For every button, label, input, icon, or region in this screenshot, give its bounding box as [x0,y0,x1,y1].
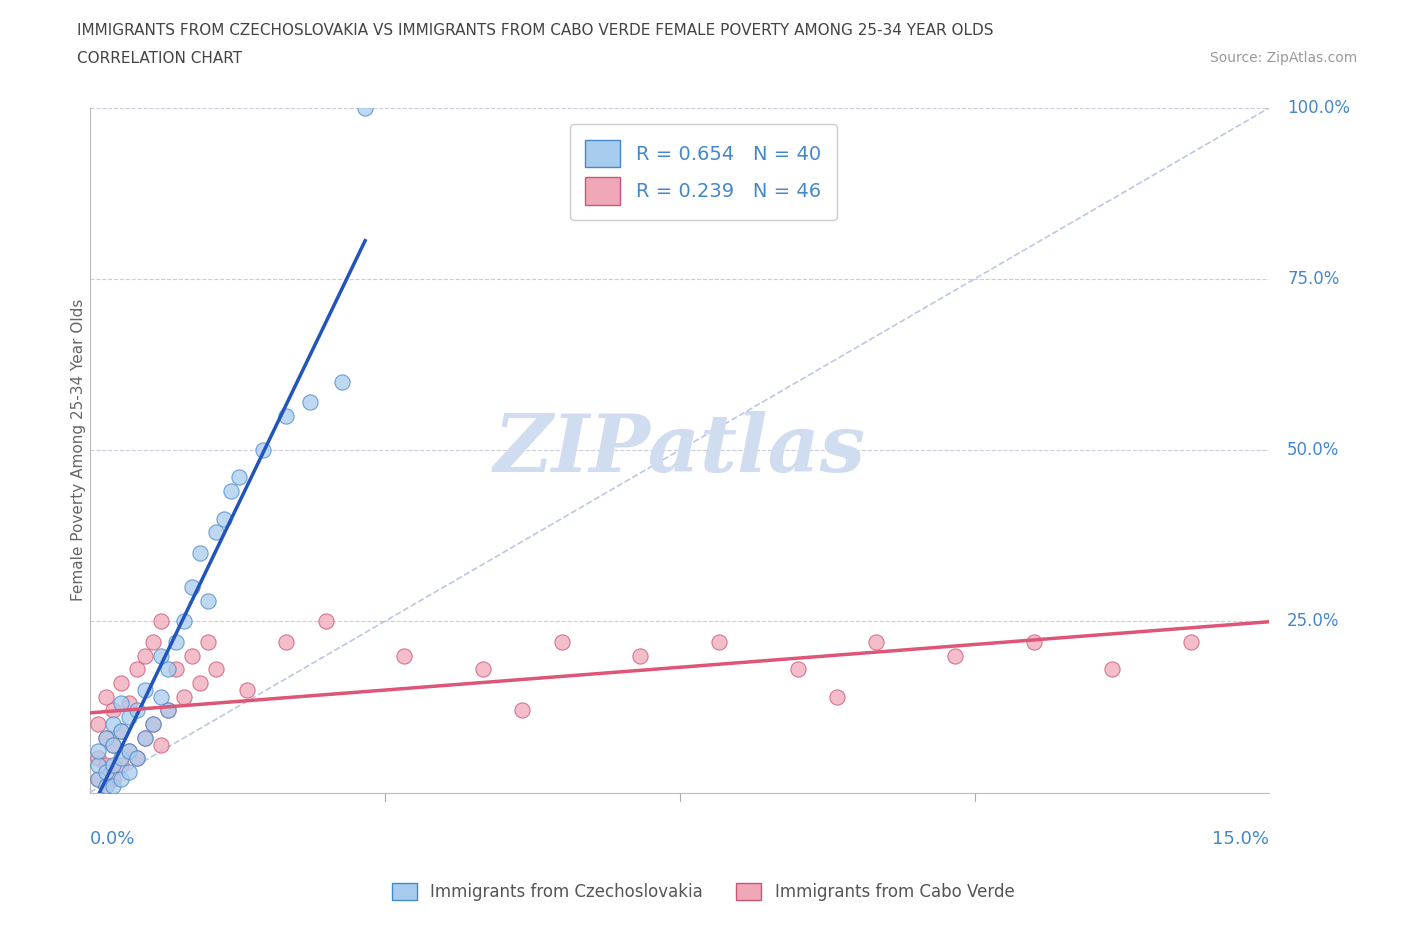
Point [86,758,108,773]
Point [125,662,148,677]
Point [707,634,730,649]
Point [330,374,353,389]
Point [118,710,141,724]
Point [165,662,187,677]
Point [118,764,141,779]
Point [252,443,274,458]
Point [134,683,156,698]
Point [86,771,108,786]
Legend: Immigrants from Czechoslovakia, Immigrants from Cabo Verde: Immigrants from Czechoslovakia, Immigran… [385,876,1021,908]
Point [118,744,141,759]
Point [204,662,226,677]
Point [228,470,250,485]
Text: 25.0%: 25.0% [1286,612,1340,631]
Point [236,683,259,698]
Point [472,662,495,677]
Text: 0.0%: 0.0% [90,830,135,848]
Point [94,778,117,793]
Text: IMMIGRANTS FROM CZECHOSLOVAKIA VS IMMIGRANTS FROM CABO VERDE FEMALE POVERTY AMON: IMMIGRANTS FROM CZECHOSLOVAKIA VS IMMIGR… [77,23,994,38]
Point [197,593,219,608]
Point [125,751,148,765]
Point [103,758,125,773]
Point [94,764,117,779]
Point [149,614,172,629]
Point [786,662,808,677]
Point [149,648,172,663]
Text: CORRELATION CHART: CORRELATION CHART [77,51,242,66]
Point [142,717,165,732]
Point [110,696,132,711]
Point [188,545,211,560]
Point [149,737,172,752]
Point [134,730,156,745]
Point [94,778,117,793]
Point [865,634,887,649]
Point [94,730,117,745]
Point [181,579,204,594]
Point [157,662,180,677]
Point [103,717,125,732]
Point [125,703,148,718]
Point [86,751,108,765]
Point [103,737,125,752]
Point [149,689,172,704]
Point [103,778,125,793]
Point [125,751,148,765]
Point [221,484,243,498]
Point [134,648,156,663]
Point [110,724,132,738]
Point [825,689,848,704]
Point [1022,634,1045,649]
Point [551,634,574,649]
Point [204,525,226,539]
Point [94,758,117,773]
Point [1101,662,1123,677]
Point [118,744,141,759]
Text: 75.0%: 75.0% [1286,270,1340,288]
Point [157,703,180,718]
Point [94,689,117,704]
Point [118,696,141,711]
Point [173,614,195,629]
Point [165,634,187,649]
Point [94,730,117,745]
Point [110,771,132,786]
Point [86,744,108,759]
Point [110,675,132,690]
Point [173,689,195,704]
Point [157,703,180,718]
Point [142,634,165,649]
Text: ZIPatlas: ZIPatlas [494,411,866,489]
Point [134,730,156,745]
Point [103,737,125,752]
Point [197,634,219,649]
Point [86,771,108,786]
Point [628,648,651,663]
Point [276,634,298,649]
Y-axis label: Female Poverty Among 25-34 Year Olds: Female Poverty Among 25-34 Year Olds [72,299,86,602]
Point [142,717,165,732]
Point [181,648,204,663]
Point [394,648,416,663]
Point [110,751,132,765]
Text: 100.0%: 100.0% [1286,99,1350,116]
Text: Source: ZipAtlas.com: Source: ZipAtlas.com [1209,51,1357,65]
Point [86,717,108,732]
Legend: R = 0.654   N = 40, R = 0.239   N = 46: R = 0.654 N = 40, R = 0.239 N = 46 [569,125,837,220]
Point [354,100,377,115]
Point [103,703,125,718]
Point [276,408,298,423]
Point [943,648,966,663]
Point [188,675,211,690]
Point [1180,634,1202,649]
Point [299,394,322,409]
Point [110,758,132,773]
Text: 15.0%: 15.0% [1212,830,1270,848]
Point [110,724,132,738]
Point [103,771,125,786]
Point [315,614,337,629]
Point [512,703,534,718]
Point [212,512,235,526]
Text: 50.0%: 50.0% [1286,441,1340,459]
